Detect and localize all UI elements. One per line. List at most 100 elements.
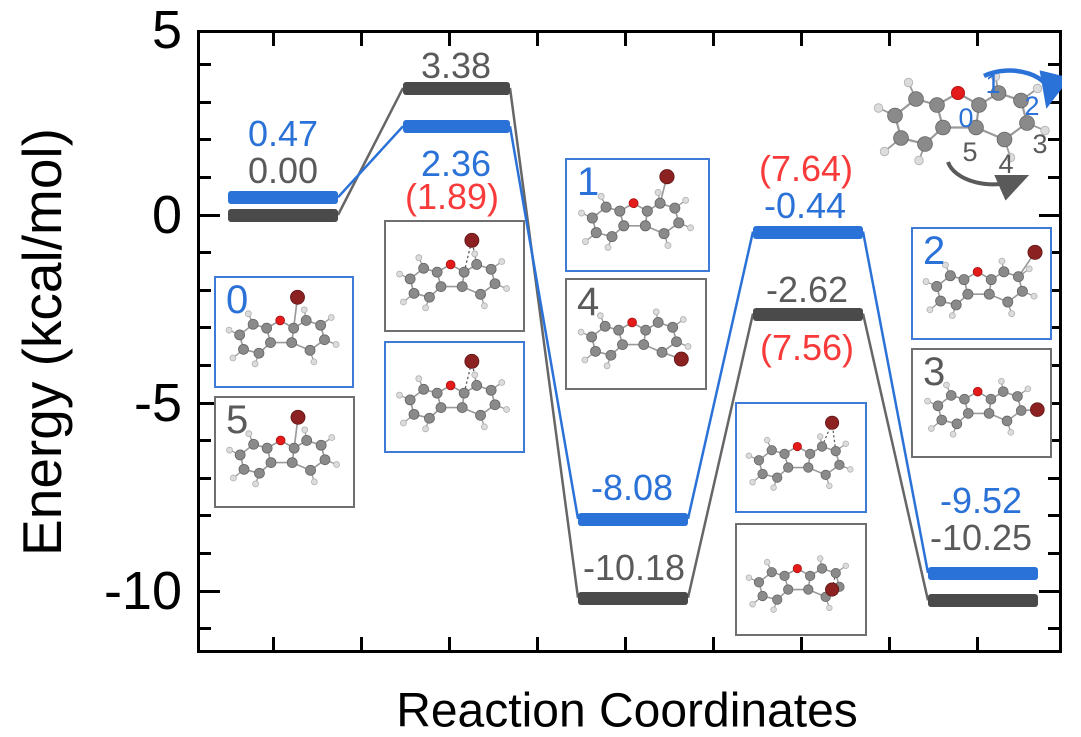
y-axis-tick [200,439,211,443]
x-axis-tick [887,33,891,46]
structure-inset-ts2-blue [735,402,867,513]
energy-value-label: 2.36 [420,143,492,184]
molecule-structure-icon [924,377,1045,438]
pathway-line-blue [686,231,755,520]
pathway-line-blue [861,231,930,574]
y-axis-tick [200,175,211,179]
x-axis-tick [271,637,275,650]
y-axis-tick [1048,627,1059,631]
position-label-4: 4 [998,149,1013,179]
x-axis-tick [447,637,451,650]
y-axis-tick [1048,363,1059,367]
x-axis-tick [623,637,627,650]
energy-level-bar [228,191,338,205]
y-tick-label-0: 0 [151,185,182,245]
x-axis-tick [271,33,275,46]
x-axis-tick [887,637,891,650]
energy-level-bar [928,594,1038,608]
x-axis-tick [447,33,451,46]
structure-inset-label-1: 1 [577,160,600,204]
blue-rotation-arrow-icon [983,68,1062,109]
x-axis-tick [799,33,803,46]
y-tick-label-5: 5 [151,0,182,60]
structure-inset-2: 2 [911,227,1052,340]
y-tick-label-m10: -10 [103,561,182,621]
y-axis-tick [1048,476,1059,480]
y-axis-tick [200,476,211,480]
energy-level-bar [403,120,510,134]
structure-inset-1: 1 [565,158,710,272]
structure-inset-label-4: 4 [577,280,600,324]
x-axis-tick [623,33,627,46]
y-axis-tick [200,288,211,292]
energy-value-label: -10.25 [929,517,1033,558]
energy-level-bar [753,225,863,239]
position-label-2: 2 [1024,91,1039,121]
x-axis-tick [359,637,363,650]
pathway-line-blue [508,126,580,520]
pathway-line-gray [686,313,755,599]
position-label-3: 3 [1032,129,1047,159]
molecule-structure-icon [577,308,692,370]
molecule-structure-icon [578,169,694,251]
energy-level-bar [928,566,1038,580]
y-axis-tick [1039,213,1059,217]
x-axis-title: Reaction Coordinates [396,684,858,737]
barrier-annotation-label: (7.64) [758,148,854,189]
y-axis-tick [1048,63,1059,67]
molecule-structure-icon [745,415,854,491]
barrier-annotation-label: (7.56) [759,327,855,368]
position-label-0: 0 [958,103,973,133]
y-axis-tick [1048,251,1059,255]
x-axis-tick [535,33,539,46]
y-axis-tick [200,213,220,217]
molecule-structure-icon [225,289,340,368]
y-axis-tick [200,326,211,330]
structure-inset-3: 3 [911,348,1052,458]
y-axis-tick [200,138,211,142]
x-axis-tick [535,637,539,650]
structure-inset-5: 5 [214,396,355,508]
y-axis-tick [1048,288,1059,292]
barrier-annotation-label: (1.89) [404,176,500,217]
energy-value-label: -9.52 [939,480,1023,521]
y-axis-tick [200,589,220,593]
y-axis-tick [200,363,211,367]
x-axis-tick [359,33,363,46]
energy-value-label: 0.00 [247,150,319,191]
y-axis-tick [1039,589,1059,593]
x-axis-tick [711,637,715,650]
structure-inset-label-2: 2 [923,229,946,273]
energy-level-bar [578,591,688,605]
structure-inset-ts1-gray [384,220,525,332]
y-axis-tick [200,251,211,255]
y-axis-tick [1048,439,1059,443]
y-axis-tick [1048,138,1059,142]
y-tick-label-m5: -5 [133,373,182,433]
y-axis-tick [200,100,211,104]
x-axis-tick [711,33,715,46]
energy-value-label: -0.44 [763,185,847,226]
structure-inset-ts1-blue [384,341,525,453]
y-axis-tick [1048,326,1059,330]
y-axis-tick [1048,514,1059,518]
position-label-1: 1 [985,69,1000,99]
structure-inset-label-3: 3 [923,350,946,394]
carbon-position-diagram: 012 345 [873,68,1062,201]
y-axis-tick [200,63,211,67]
energy-value-label: 0.47 [247,113,319,154]
x-axis-tick [799,637,803,650]
energy-value-label: -2.62 [765,269,849,310]
structure-inset-label-5: 5 [226,398,249,442]
x-axis-tick [975,637,979,650]
molecule-structure-icon [396,232,510,312]
pathway-line-gray [336,87,405,216]
energy-value-label: -10.18 [582,547,686,588]
energy-level-bar [403,81,510,95]
pathway-line-gray [508,87,580,598]
energy-level-bar [228,209,338,222]
y-axis-tick [200,401,220,405]
y-axis-tick [200,514,211,518]
y-axis-tick [1048,175,1059,179]
